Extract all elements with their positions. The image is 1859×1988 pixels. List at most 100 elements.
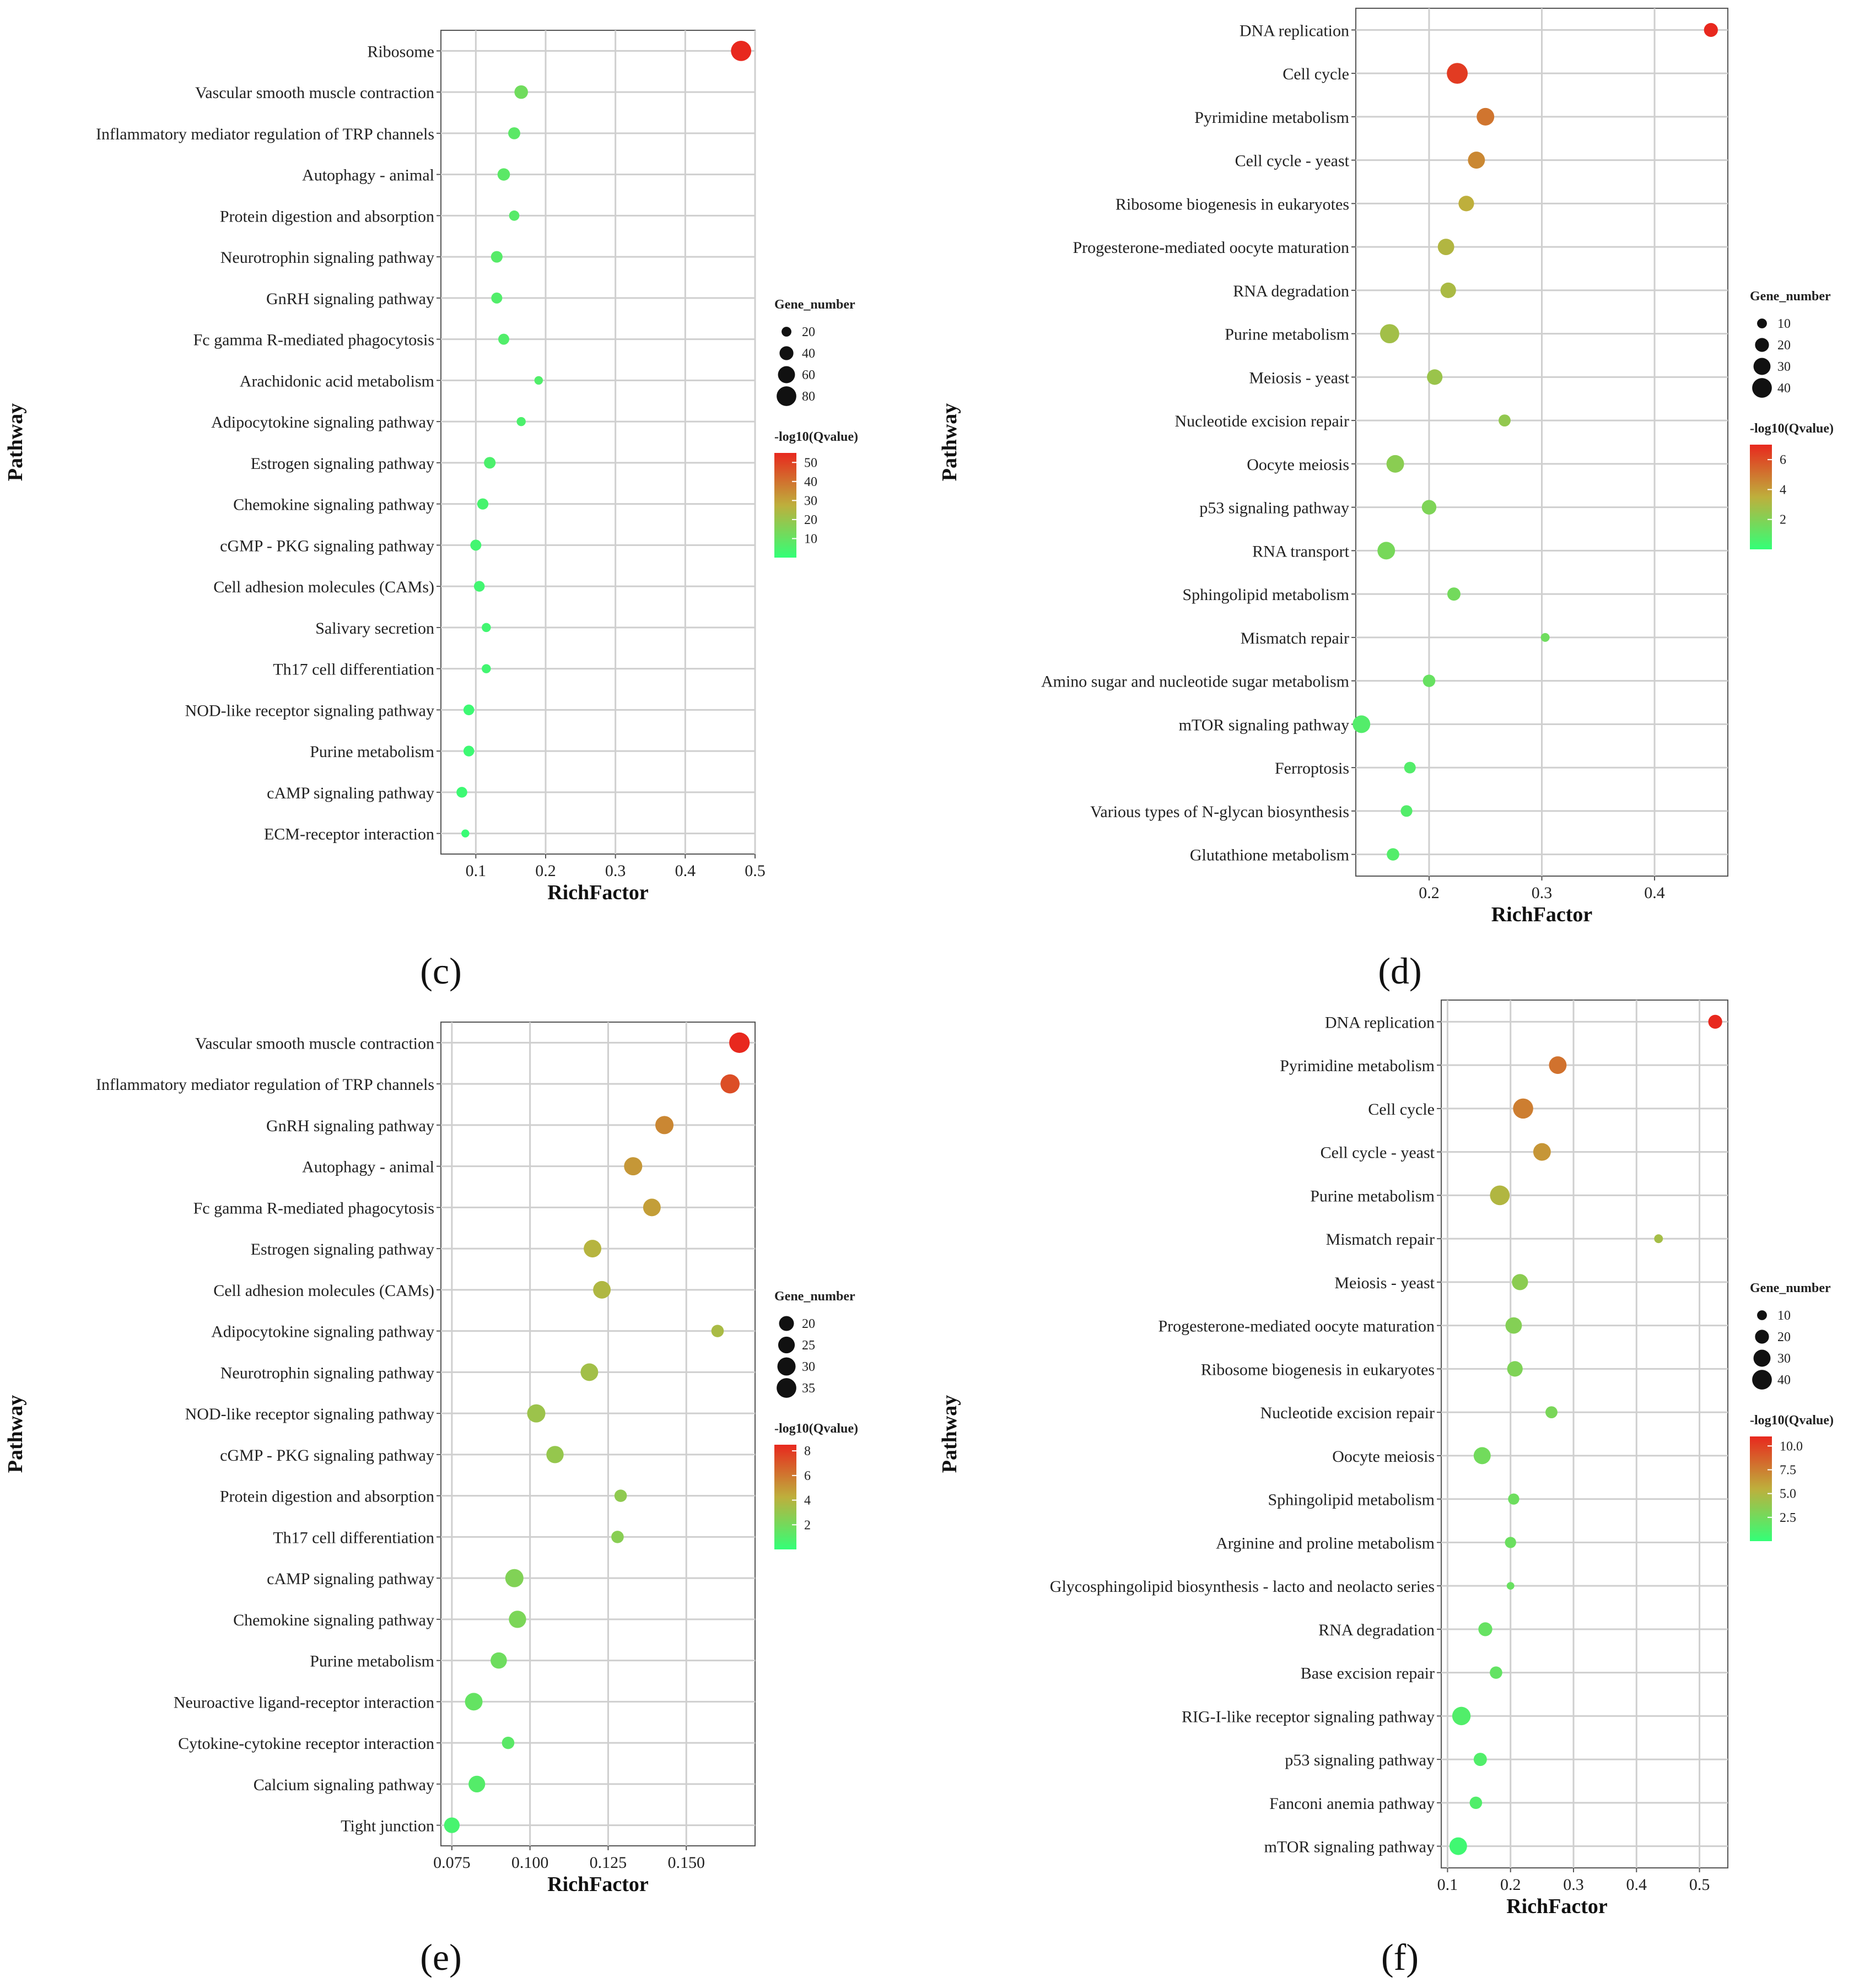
pathway-label: Ferroptosis — [1275, 759, 1349, 777]
pathway-label: Ribosome biogenesis in eukaryotes — [1116, 195, 1349, 213]
color-legend-label: 50 — [804, 456, 817, 470]
pathway-label: cGMP - PKG signaling pathway — [220, 537, 434, 555]
size-legend-dot — [1752, 1370, 1772, 1390]
pathway-label: RNA degradation — [1233, 282, 1349, 300]
pathway-label: Meiosis - yeast — [1249, 369, 1349, 387]
pathway-label: NOD-like receptor signaling pathway — [185, 701, 434, 720]
data-point — [491, 1652, 507, 1669]
pathway-label: Oocyte meiosis — [1247, 456, 1349, 474]
color-legend: -log10(Qvalue) 50 40 30 20 10 — [774, 430, 858, 558]
panel-e: Vascular smooth muscle contraction Inflam… — [4, 1022, 858, 1978]
size-legend-dot — [1755, 1330, 1769, 1344]
data-point — [534, 376, 543, 385]
pathway-label: ECM-receptor interaction — [264, 825, 434, 844]
data-point — [1549, 1056, 1567, 1074]
data-point — [1540, 633, 1550, 642]
data-point — [444, 1817, 460, 1833]
size-legend-dot — [777, 1378, 796, 1398]
x-axis-title: RichFactor — [1506, 1895, 1608, 1918]
pathway-label: Purine metabolism — [1225, 326, 1349, 344]
y-axis-title: Pathway — [938, 403, 961, 481]
pathway-label: Fanconi anemia pathway — [1269, 1795, 1435, 1813]
color-legend: -log10(Qvalue) 6 4 2 — [1750, 422, 1834, 549]
data-point — [1490, 1666, 1502, 1679]
data-point — [1505, 1537, 1516, 1548]
pathway-label: Neurotrophin signaling pathway — [220, 1364, 434, 1382]
pathway-label: Oocyte meiosis — [1332, 1447, 1435, 1466]
pathway-label: Calcium signaling pathway — [254, 1776, 434, 1794]
pathway-label: GnRH signaling pathway — [266, 290, 434, 308]
data-point — [1533, 1143, 1551, 1161]
color-legend-label: 10 — [804, 532, 817, 546]
data-point — [1507, 1361, 1523, 1377]
x-tick-label: 0.2 — [1500, 1876, 1521, 1894]
color-legend-label: 2.5 — [1780, 1511, 1796, 1525]
size-legend-label: 20 — [1777, 1330, 1791, 1344]
data-point — [1458, 196, 1474, 212]
x-tick-label: 0.3 — [1532, 884, 1553, 902]
x-tick-label: 0.5 — [1689, 1876, 1710, 1894]
color-legend-label: 20 — [804, 513, 817, 527]
panel-c: Ribosome Vascular smooth muscle contracti… — [4, 30, 858, 992]
pathway-label: Nucleotide excision repair — [1174, 412, 1349, 430]
data-point — [731, 40, 752, 61]
pathway-label: Fc gamma R-mediated phagocytosis — [193, 331, 434, 349]
size-legend-label: 25 — [802, 1338, 815, 1353]
plot-area — [440, 30, 756, 855]
data-point — [1386, 455, 1404, 473]
x-tick-label: 0.2 — [1419, 884, 1440, 902]
x-tick-label: 0.150 — [667, 1854, 705, 1872]
size-legend-dot — [1757, 318, 1767, 328]
pathway-label: Chemokine signaling pathway — [233, 1611, 434, 1629]
data-point — [1404, 761, 1416, 774]
size-legend-label: 30 — [802, 1360, 815, 1374]
data-point — [484, 457, 496, 469]
data-point — [1427, 369, 1443, 385]
data-point — [1704, 23, 1718, 37]
size-legend-label: 10 — [1777, 317, 1791, 331]
x-tick-label: 0.125 — [590, 1854, 627, 1872]
pathway-label: Mismatch repair — [1241, 629, 1349, 647]
pathway-label: Base excision repair — [1301, 1665, 1435, 1683]
data-point — [527, 1404, 546, 1423]
data-point — [1477, 107, 1495, 126]
size-legend-dot — [778, 1336, 795, 1354]
size-legend: Gene_number 20 40 60 80 — [774, 298, 855, 406]
color-legend-bar — [1750, 445, 1772, 549]
data-point — [1447, 587, 1461, 601]
data-point — [516, 417, 526, 426]
y-axis-title: Pathway — [4, 403, 27, 481]
data-point — [508, 127, 520, 139]
data-point — [1708, 1014, 1722, 1029]
x-tick-label: 0.100 — [511, 1854, 549, 1872]
pathway-label: NOD-like receptor signaling pathway — [185, 1405, 434, 1423]
pathway-label: Vascular smooth muscle contraction — [195, 84, 434, 102]
x-tick-label: 0.2 — [535, 862, 556, 880]
size-legend-dot — [1755, 338, 1769, 352]
data-point — [1473, 1447, 1491, 1465]
size-legend-dot — [777, 386, 796, 406]
data-point — [1421, 500, 1437, 515]
panel-caption: (d) — [1378, 950, 1421, 992]
panel-f: DNA replication Pyrimidine metabolism Cell… — [938, 1000, 1834, 1978]
data-point — [498, 333, 509, 345]
size-legend-label: 60 — [802, 368, 815, 382]
color-legend-bar — [1750, 1436, 1772, 1541]
data-point — [491, 251, 503, 263]
pathway-label: Cytokine-cytokine receptor interaction — [178, 1735, 434, 1753]
pathway-label: Progesterone-mediated oocyte maturation — [1158, 1317, 1435, 1336]
pathway-label: Th17 cell differentiation — [273, 661, 434, 679]
color-legend-label: 7.5 — [1780, 1463, 1796, 1477]
data-point — [463, 746, 475, 757]
pathway-label: Cell cycle — [1368, 1100, 1435, 1119]
pathway-label: Protein digestion and absorption — [220, 207, 434, 225]
pathway-label: p53 signaling pathway — [1199, 499, 1349, 517]
size-legend: Gene_number 10 20 30 40 — [1750, 1281, 1831, 1390]
pathway-label: Sphingolipid metabolism — [1268, 1491, 1435, 1509]
pathway-label: Purine metabolism — [1310, 1187, 1435, 1205]
pathway-label: Mismatch repair — [1326, 1230, 1435, 1249]
data-point — [624, 1157, 643, 1176]
pathway-label: Autophagy - animal — [302, 166, 434, 185]
data-point — [580, 1363, 599, 1381]
color-legend-label: 4 — [1780, 483, 1786, 497]
